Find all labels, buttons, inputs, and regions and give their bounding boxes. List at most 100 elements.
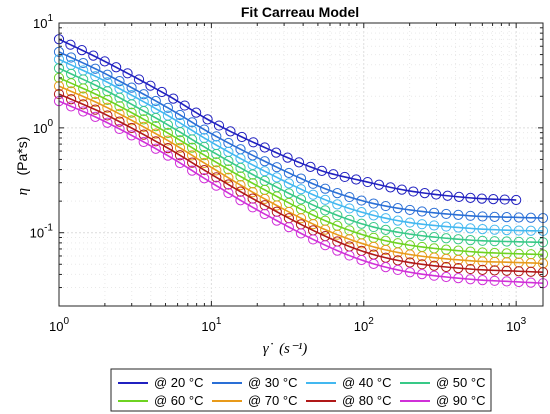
data-point xyxy=(283,222,294,233)
data-point xyxy=(489,224,500,235)
data-point xyxy=(295,228,307,239)
data-point xyxy=(416,259,428,270)
data-point xyxy=(501,265,512,276)
data-point xyxy=(90,63,101,74)
legend-box xyxy=(110,368,492,412)
data-point xyxy=(271,215,282,226)
x-tick-label: 101 xyxy=(201,316,221,334)
data-point xyxy=(373,179,385,190)
data-point xyxy=(416,206,428,217)
data-point xyxy=(235,186,246,197)
data-point xyxy=(76,45,87,56)
series-5 xyxy=(53,72,549,260)
data-point xyxy=(187,142,198,153)
data-point xyxy=(145,80,156,91)
data-point xyxy=(501,276,512,287)
data-point xyxy=(380,244,391,255)
data-point xyxy=(187,150,198,161)
data-point xyxy=(114,116,125,127)
y-axis-unit: (Pa*s) xyxy=(14,137,30,176)
data-point xyxy=(114,92,125,103)
data-point xyxy=(102,110,113,121)
data-point xyxy=(368,258,379,269)
data-point xyxy=(162,135,173,146)
data-point xyxy=(489,211,500,222)
data-point xyxy=(453,254,464,265)
data-point xyxy=(247,187,258,198)
data-point xyxy=(162,119,173,130)
data-point xyxy=(513,236,524,247)
data-point xyxy=(477,256,488,267)
data-point xyxy=(102,94,113,106)
data-point xyxy=(174,150,186,161)
data-point xyxy=(162,143,173,154)
data-point xyxy=(489,236,500,247)
data-point xyxy=(248,137,259,148)
data-point xyxy=(392,215,403,226)
data-point xyxy=(88,50,99,61)
data-point xyxy=(126,107,137,118)
legend-item: @ 30 °C xyxy=(212,375,297,390)
y-tick-label: 101 xyxy=(33,13,53,31)
data-point xyxy=(525,277,537,288)
data-point xyxy=(332,210,343,221)
data-point xyxy=(126,82,137,93)
data-point xyxy=(513,266,524,277)
legend-label: @ 70 °C xyxy=(248,393,297,408)
data-point xyxy=(187,165,198,176)
data-point xyxy=(114,101,125,112)
data-point xyxy=(332,245,343,256)
data-point xyxy=(477,264,488,275)
data-point xyxy=(78,106,89,117)
data-point xyxy=(168,93,179,104)
data-point xyxy=(235,162,246,173)
x-axis-symbol: γ̇ xyxy=(263,341,274,357)
data-point xyxy=(223,164,234,175)
data-point xyxy=(488,194,499,205)
data-point xyxy=(283,178,294,189)
data-point xyxy=(477,224,488,235)
data-point xyxy=(202,114,213,125)
data-point xyxy=(213,120,225,131)
data-point xyxy=(416,219,428,230)
data-point xyxy=(308,234,319,245)
x-tick-label: 103 xyxy=(506,316,526,334)
data-point xyxy=(416,230,428,241)
data-point xyxy=(344,203,355,214)
data-point xyxy=(392,264,403,276)
data-point xyxy=(501,225,512,236)
data-point xyxy=(235,171,246,182)
data-point xyxy=(465,255,476,266)
data-point xyxy=(320,205,331,216)
data-point xyxy=(295,213,307,224)
data-point xyxy=(259,208,270,220)
data-point xyxy=(126,130,137,141)
data-point xyxy=(476,193,487,204)
data-point xyxy=(282,152,293,163)
data-point xyxy=(441,261,452,273)
data-point xyxy=(65,39,76,50)
data-point xyxy=(271,172,282,183)
data-point xyxy=(320,183,331,194)
data-point xyxy=(344,191,355,203)
data-point xyxy=(150,95,161,107)
data-point xyxy=(138,121,149,133)
svg-text:η (Pa*s): η (Pa*s) xyxy=(14,137,31,196)
data-point xyxy=(138,129,149,140)
data-point xyxy=(404,257,415,268)
data-point xyxy=(477,211,488,222)
data-point xyxy=(102,102,113,113)
x-axis-label: γ̇ (s⁻¹) xyxy=(263,341,308,357)
data-point xyxy=(235,195,246,206)
legend-item: @ 20 °C xyxy=(118,375,203,390)
data-point xyxy=(499,194,510,205)
x-axis-unit: (s⁻¹) xyxy=(279,341,307,357)
data-point xyxy=(223,172,234,183)
legend-item: @ 40 °C xyxy=(306,375,391,390)
data-point xyxy=(320,224,331,235)
data-point xyxy=(187,157,198,168)
data-point xyxy=(78,57,89,69)
data-point xyxy=(66,101,77,112)
data-point xyxy=(513,276,524,288)
